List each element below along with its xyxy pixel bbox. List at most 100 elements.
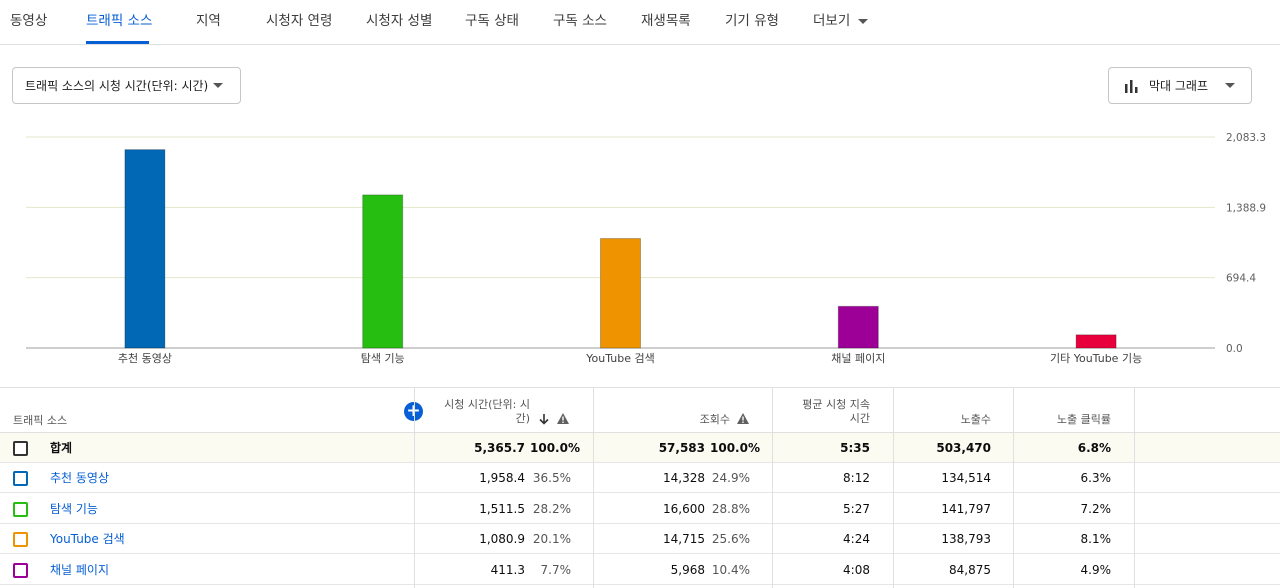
- impressions-value: 84,875: [949, 562, 991, 577]
- views-percent: 25.6%: [711, 532, 750, 547]
- watch-time-percent: 100.0%: [530, 441, 580, 455]
- views-percent: 28.8%: [711, 501, 750, 516]
- header-views[interactable]: 조회수: [699, 413, 730, 426]
- column-divider: [593, 388, 594, 588]
- source-name: 합계: [50, 441, 73, 455]
- traffic-source-bar-chart: 0.0 694.4 1,388.9 2,083.3 추천 동영상 탐색 기능 YouTube…: [26, 132, 1266, 365]
- watch-time-percent: 20.1%: [532, 532, 571, 547]
- avg-duration-value: 5:27: [843, 501, 870, 516]
- row-checkbox[interactable]: [13, 471, 28, 487]
- views-value: 14,328: [663, 471, 705, 486]
- y-tick-label: 0.0: [1226, 343, 1243, 355]
- x-tick-label: 채널 페이지: [831, 352, 885, 365]
- y-tick-label: 1,388.9: [1226, 202, 1266, 214]
- watch-time-value: 411.3: [490, 562, 525, 577]
- bar[interactable]: [124, 149, 166, 349]
- tab-subscription-source[interactable]: 구독 소스: [553, 13, 607, 29]
- watch-time-value: 1,958.4: [479, 471, 525, 486]
- watch-time-value: 1,511.5: [479, 501, 525, 516]
- bar-chart-icon: [1125, 80, 1138, 93]
- views-percent: 100.0%: [710, 441, 760, 455]
- bar[interactable]: [362, 194, 404, 349]
- bar[interactable]: [1075, 334, 1117, 349]
- avg-duration-value: 5:35: [840, 441, 870, 455]
- sort-descending-icon[interactable]: [538, 413, 550, 425]
- tab-subscription-status[interactable]: 구독 상태: [465, 13, 519, 29]
- active-tab-indicator: [86, 41, 149, 44]
- table-row[interactable]: 추천 동영상 1,958.4 36.5% 14,328 24.9% 8:12 134,514…: [0, 463, 1280, 494]
- column-divider: [414, 388, 415, 588]
- tab-viewer-age[interactable]: 시청자 연령: [266, 13, 333, 29]
- y-tick-label: 694.4: [1226, 273, 1256, 285]
- ctr-value: 6.8%: [1077, 441, 1111, 455]
- row-checkbox[interactable]: [13, 562, 28, 578]
- tab-viewer-gender[interactable]: 시청자 성별: [366, 13, 433, 29]
- watch-time-percent: 36.5%: [532, 471, 571, 486]
- table-row[interactable]: YouTube 검색 1,080.9 20.1% 14,715 25.6% 4:24 138…: [0, 524, 1280, 555]
- caret-down-icon: [1225, 83, 1235, 88]
- column-divider: [893, 388, 894, 588]
- y-tick-label: 2,083.3: [1226, 132, 1266, 144]
- bar[interactable]: [600, 238, 641, 349]
- table-header: 트래픽 소스 + 시청 시간(단위: 시간) 조회수 평균 시청 지속 시간 노…: [0, 388, 1280, 433]
- bar[interactable]: [837, 305, 879, 349]
- chart-type-select[interactable]: 막대 그래프: [1108, 67, 1252, 104]
- ctr-value: 7.2%: [1080, 501, 1112, 516]
- header-impressions-ctr[interactable]: 노출 클릭률: [1056, 413, 1111, 426]
- impressions-value: 141,797: [941, 501, 991, 516]
- tab-more[interactable]: 더보기: [813, 0, 869, 45]
- impressions-value: 134,514: [941, 471, 991, 486]
- warning-icon[interactable]: [736, 412, 750, 425]
- table-row[interactable]: 채널 페이지 411.3 7.7% 5,968 10.4% 4:08 84,875 4.9%: [0, 555, 1280, 585]
- watch-time-percent: 28.2%: [532, 501, 571, 516]
- column-divider: [1134, 388, 1135, 588]
- warning-icon[interactable]: [556, 412, 570, 425]
- metric-select-label: 트래픽 소스의 시청 시간(단위: 시간): [25, 79, 209, 93]
- x-tick-label: YouTube 검색: [585, 352, 654, 365]
- caret-down-icon: [213, 83, 223, 88]
- x-tick-label: 기타 YouTube 기능: [1050, 352, 1142, 365]
- views-value: 16,600: [663, 501, 705, 516]
- avg-duration-value: 4:08: [843, 562, 870, 577]
- watch-time-value: 1,080.9: [479, 532, 525, 547]
- source-name[interactable]: 추천 동영상: [50, 471, 110, 486]
- row-checkbox[interactable]: [13, 441, 28, 456]
- tab-more-label: 더보기: [813, 13, 851, 29]
- impressions-value: 503,470: [936, 441, 991, 455]
- ctr-value: 8.1%: [1080, 532, 1112, 547]
- source-name[interactable]: YouTube 검색: [50, 532, 125, 547]
- header-avg-view-duration[interactable]: 평균 시청 지속 시간: [802, 398, 870, 425]
- views-value: 57,583: [658, 441, 705, 455]
- views-value: 14,715: [663, 532, 705, 547]
- source-name[interactable]: 탐색 기능: [50, 501, 98, 516]
- tab-geography[interactable]: 지역: [196, 13, 221, 29]
- table-row[interactable]: 탐색 기능 1,511.5 28.2% 16,600 28.8% 5:27 141,797 7…: [0, 494, 1280, 524]
- row-checkbox[interactable]: [13, 532, 28, 548]
- column-divider: [1013, 388, 1014, 588]
- watch-time-value: 5,365.7: [474, 441, 525, 455]
- ctr-value: 6.3%: [1080, 471, 1112, 486]
- row-checkbox[interactable]: [13, 501, 28, 517]
- header-impressions[interactable]: 노출수: [960, 413, 991, 426]
- metric-select[interactable]: 트래픽 소스의 시청 시간(단위: 시간): [12, 67, 241, 104]
- column-divider: [772, 388, 773, 588]
- views-value: 5,968: [670, 562, 705, 577]
- avg-duration-value: 4:24: [843, 532, 870, 547]
- views-percent: 24.9%: [711, 471, 750, 486]
- header-traffic-source[interactable]: 트래픽 소스: [13, 414, 68, 427]
- impressions-value: 138,793: [941, 532, 991, 547]
- tab-videos[interactable]: 동영상: [10, 13, 48, 29]
- x-tick-label: 탐색 기능: [361, 352, 405, 365]
- ctr-value: 4.9%: [1080, 562, 1112, 577]
- table-total-row[interactable]: 합계 5,365.7 100.0% 57,583 100.0% 5:35 503,470 6.…: [0, 433, 1280, 463]
- tab-playlist[interactable]: 재생목록: [641, 13, 691, 29]
- analytics-tab-bar: 동영상 트래픽 소스 지역 시청자 연령 시청자 성별 구독 상태 구독 소스 …: [0, 0, 1280, 45]
- tab-traffic-source[interactable]: 트래픽 소스: [86, 13, 153, 29]
- tab-device-type[interactable]: 기기 유형: [725, 13, 779, 29]
- x-tick-label: 추천 동영상: [118, 351, 172, 365]
- add-metric-button[interactable]: +: [404, 402, 423, 421]
- views-percent: 10.4%: [711, 562, 750, 577]
- header-watch-time[interactable]: 시청 시간(단위: 시간): [444, 398, 530, 425]
- watch-time-percent: 7.7%: [540, 562, 572, 577]
- source-name[interactable]: 채널 페이지: [50, 562, 110, 577]
